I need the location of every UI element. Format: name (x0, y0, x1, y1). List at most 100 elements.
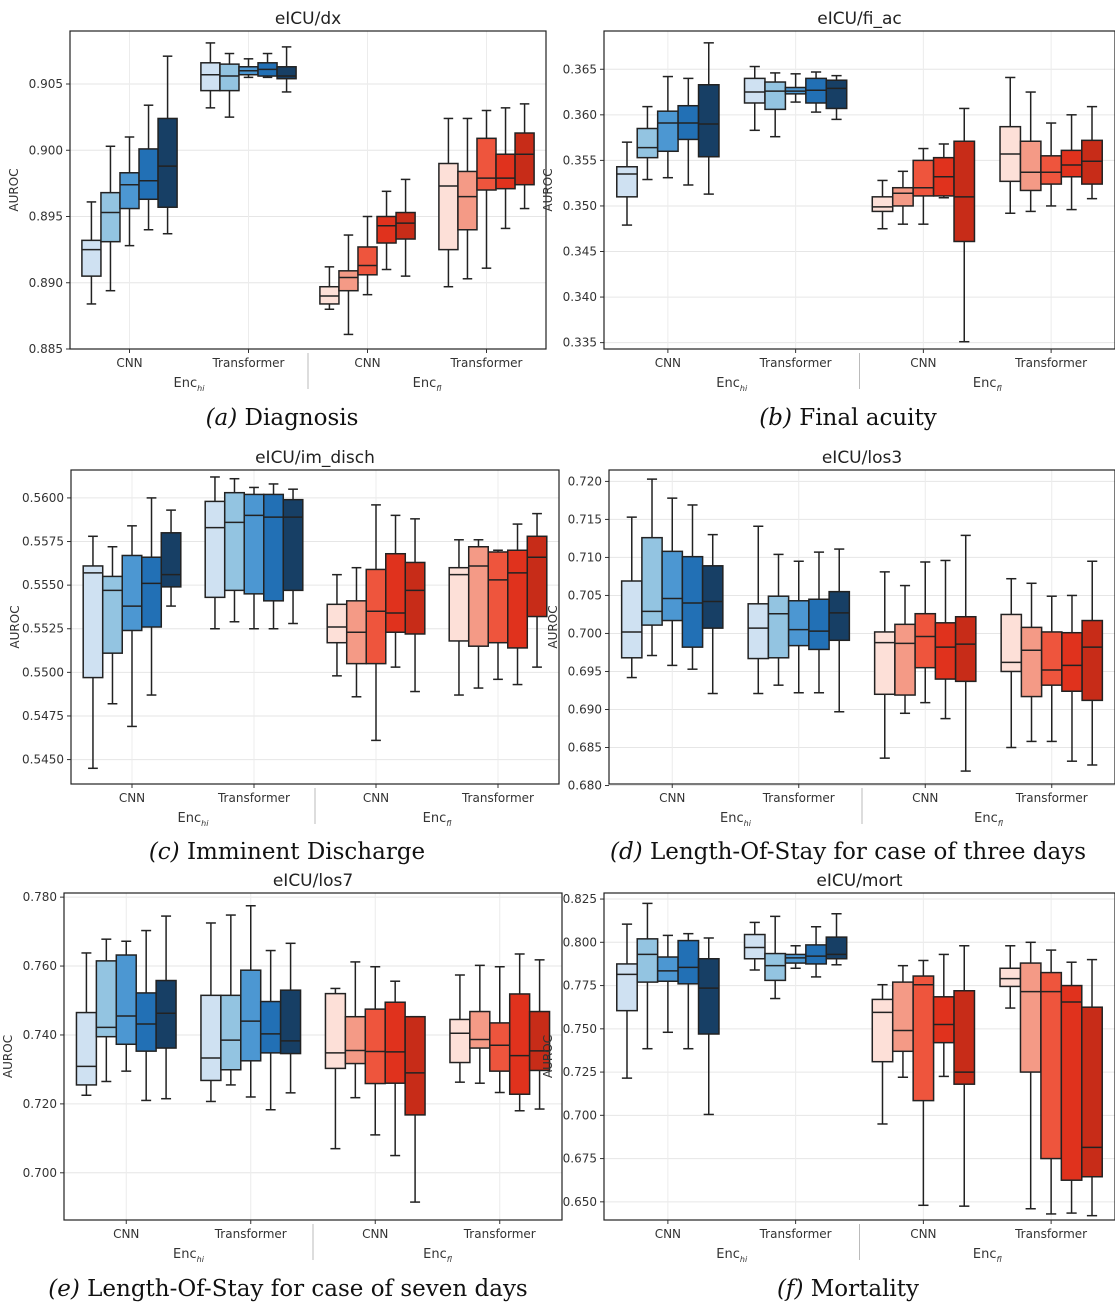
box-iqr (953, 990, 976, 1085)
box-iqr (487, 551, 509, 644)
box-iqr (894, 623, 916, 696)
box-plot (912, 147, 935, 225)
encoder-group-label: Enchi (716, 376, 748, 393)
box-plot (357, 215, 378, 296)
box-plot (873, 571, 896, 759)
box-iqr (697, 957, 720, 1035)
y-tick-label: 0.750 (563, 1022, 597, 1036)
x-tick-label: Transformer (1015, 791, 1088, 805)
box-plot (764, 72, 787, 138)
box-iqr (82, 565, 104, 679)
box-plot (1060, 961, 1083, 1214)
box-plot (636, 902, 659, 1050)
box-iqr (805, 944, 828, 965)
box-iqr (344, 1015, 367, 1065)
box-plot (953, 107, 976, 343)
box-plot (616, 141, 638, 226)
box-plot (934, 559, 957, 720)
y-tick-label: 0.705 (568, 588, 602, 602)
box-iqr (223, 491, 245, 592)
x-tick-label: CNN (910, 356, 936, 370)
y-tick-label: 0.5475 (22, 709, 64, 723)
x-tick-label: CNN (116, 356, 142, 370)
box-iqr (514, 132, 535, 186)
box-plot (438, 117, 459, 288)
x-tick-label: Transformer (214, 1227, 287, 1241)
box-iqr (528, 1010, 551, 1072)
y-tick-label: 0.680 (568, 779, 602, 793)
y-tick-label: 0.720 (23, 1097, 57, 1111)
y-tick-label: 0.650 (563, 1195, 597, 1209)
box-iqr (438, 162, 459, 251)
box-plot (155, 915, 177, 1100)
box-plot (932, 143, 955, 199)
box-iqr (1019, 140, 1042, 192)
encoder-group-label: Enchi (173, 1247, 205, 1264)
box-plot (81, 201, 102, 305)
box-iqr (656, 110, 679, 153)
panel-title: eICU/dx (275, 9, 341, 29)
box-iqr (141, 556, 163, 628)
y-axis-label: AUROC (1, 1035, 15, 1078)
box-plot (681, 504, 704, 670)
box-iqr (219, 63, 240, 92)
y-tick-label: 0.700 (563, 1108, 597, 1122)
box-iqr (526, 535, 548, 618)
panel-title: eICU/im_disch (255, 448, 375, 468)
box-iqr (121, 554, 143, 632)
box-plot (259, 949, 282, 1111)
x-tick-label: CNN (113, 1227, 139, 1241)
x-tick-label: CNN (912, 791, 938, 805)
box-iqr (282, 498, 304, 592)
box-plot (263, 483, 285, 630)
box-iqr (701, 565, 724, 629)
y-tick-label: 0.5500 (22, 665, 64, 679)
y-tick-label: 0.360 (563, 108, 597, 122)
box-plot (677, 932, 700, 1050)
box-iqr (326, 603, 348, 644)
box-plot (1020, 582, 1043, 743)
y-tick-label: 0.720 (568, 474, 602, 488)
box-iqr (100, 191, 121, 243)
axes-frame (603, 30, 1115, 350)
y-tick-label: 0.340 (563, 290, 597, 304)
y-tick-label: 0.775 (563, 979, 597, 993)
box-plot (697, 937, 720, 1116)
box-iqr (1040, 631, 1063, 686)
x-tick-label: CNN (119, 791, 145, 805)
x-tick-label: Transformer (211, 356, 284, 370)
box-plot (467, 539, 489, 689)
box-plot (384, 980, 406, 1157)
box-plot (364, 965, 386, 1136)
box-plot (787, 560, 810, 694)
y-tick-label: 0.825 (563, 892, 597, 906)
box-iqr (457, 170, 478, 231)
box-iqr (891, 981, 914, 1053)
box-plot (319, 266, 340, 310)
y-tick-label: 0.335 (563, 336, 597, 350)
box-iqr (620, 580, 643, 659)
y-tick-label: 0.685 (568, 741, 602, 755)
box-plot (825, 74, 848, 121)
box-iqr (1060, 149, 1083, 178)
y-tick-label: 0.695 (568, 664, 602, 678)
panel-5: eICU/los7 0.700 0.720 0.740 0.760 0.780 CNN Tra… (1, 871, 563, 1302)
panel-title: eICU/los3 (822, 448, 902, 468)
box-iqr (115, 954, 137, 1046)
box-plot (514, 103, 535, 210)
box-plot (747, 525, 770, 695)
box-iqr (999, 967, 1022, 988)
box-plot (138, 104, 159, 231)
box-plot (220, 914, 242, 1086)
box-iqr (677, 939, 700, 985)
box-iqr (75, 1011, 98, 1086)
box-iqr (1020, 626, 1043, 698)
y-axis-label: AUROC (8, 605, 22, 648)
box-plot (641, 478, 663, 657)
panel-3: eICU/im_disch 0.5450 0.5475 0.5500 0.5525 0.5… (8, 448, 560, 865)
box-iqr (155, 979, 177, 1049)
box-plot (656, 75, 679, 179)
box-iqr (467, 546, 489, 647)
box-plot (677, 77, 700, 186)
encoder-group-label: Enchi (720, 811, 752, 828)
